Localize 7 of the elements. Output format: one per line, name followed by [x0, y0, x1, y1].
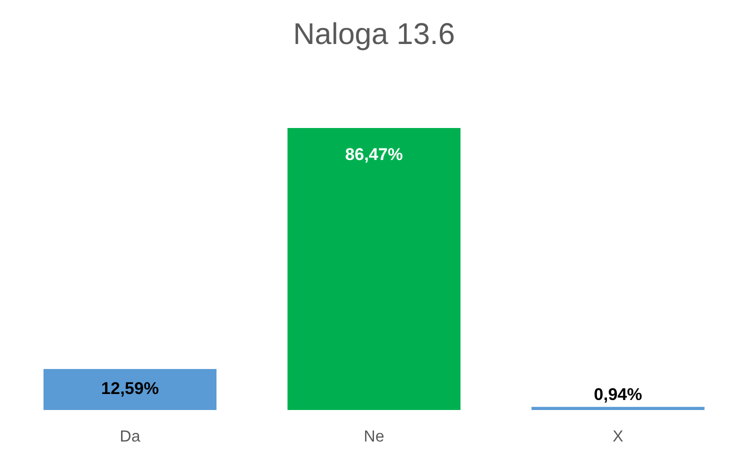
data-label: 12,59% — [101, 378, 159, 398]
x-tick-label: Da — [120, 428, 140, 446]
x-tick-label: Ne — [364, 428, 384, 446]
data-label: 86,47% — [345, 145, 403, 164]
data-label: 0,94% — [594, 384, 642, 404]
chart-title: Naloga 13.6 — [293, 18, 455, 51]
x-tick-label: X — [612, 428, 624, 446]
